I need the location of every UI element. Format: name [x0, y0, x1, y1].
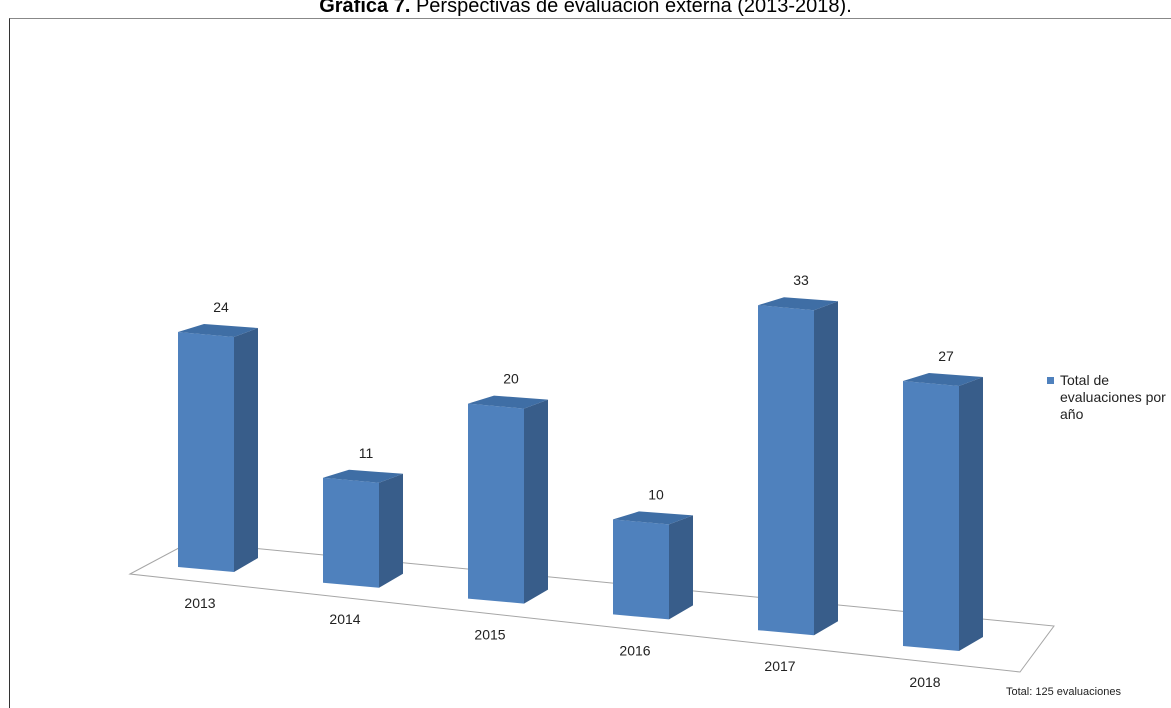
total-note: Total: 125 evaluaciones — [1006, 686, 1121, 698]
x-tick-label: 2014 — [329, 611, 360, 627]
x-tick-label: 2018 — [909, 674, 940, 690]
bar-side — [959, 377, 983, 651]
data-label: 27 — [938, 348, 954, 364]
chart-title-text: Perspectivas de evaluación externa (2013… — [410, 0, 852, 17]
x-tick-label: 2015 — [474, 627, 505, 643]
x-tick-label: 2016 — [619, 642, 650, 658]
data-label: 11 — [359, 445, 374, 461]
data-label: 10 — [648, 486, 664, 502]
bar-top — [758, 297, 838, 311]
bar-side — [669, 515, 693, 620]
bar-side — [234, 328, 258, 572]
x-tick-label: 2013 — [184, 595, 215, 611]
legend-label: Total de evaluaciones por año — [1060, 372, 1166, 422]
legend-swatch — [1047, 377, 1054, 384]
bar — [903, 381, 959, 651]
chart-title: Gráfica 7. Perspectivas de evaluación ex… — [0, 0, 1171, 18]
data-label: 20 — [503, 371, 519, 387]
bar — [323, 477, 379, 588]
bar-top — [468, 395, 548, 409]
bar — [613, 519, 669, 620]
x-tick-label: 2017 — [764, 658, 795, 674]
bar-side — [524, 399, 548, 604]
bar-top — [178, 324, 258, 337]
bar-top — [903, 373, 983, 386]
data-label: 33 — [793, 272, 809, 288]
bar-side — [379, 473, 403, 588]
chart-frame — [9, 18, 1171, 708]
bar-top — [613, 511, 693, 525]
chart-title-prefix: Gráfica 7. — [319, 0, 411, 17]
bar — [178, 332, 234, 572]
chart-floor — [128, 541, 1055, 673]
bar-top — [323, 469, 403, 483]
bar — [468, 403, 524, 604]
bar — [758, 305, 814, 636]
bar-side — [814, 301, 838, 636]
data-label: 24 — [213, 299, 229, 315]
